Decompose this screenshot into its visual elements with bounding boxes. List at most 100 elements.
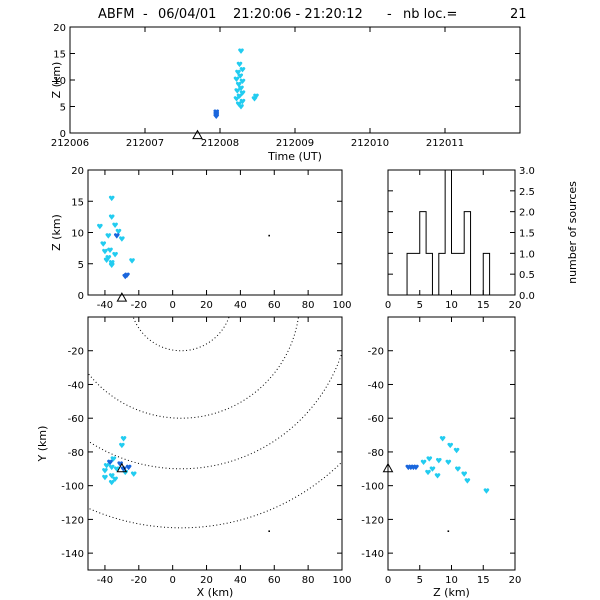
source-point: [233, 96, 240, 102]
z-vs-x-xtick-label: -40: [97, 300, 113, 311]
y-vs-z-ytick-label: -120: [361, 515, 384, 526]
y-vs-x-ytick-label: -60: [68, 414, 84, 425]
source-histogram-xtick-label: 10: [445, 300, 458, 311]
source-point: [436, 457, 442, 464]
z-vs-x-ytick-label: 5: [78, 260, 84, 271]
station-marker: [116, 462, 128, 473]
y-vs-z-xtick-label: 0: [385, 575, 391, 586]
source-point: [108, 479, 115, 486]
source-point: [115, 228, 122, 235]
y-vs-z-panel: 0 5 10 15 20 -140 -120 -100 -80 -60 -40 -20 Z (km): [361, 316, 522, 599]
source-point: [235, 101, 242, 107]
source-point: [461, 471, 467, 477]
z-vs-time-xtick-label: 212006: [51, 138, 89, 149]
y-vs-x-frame: [87, 316, 343, 571]
source-point: [130, 471, 137, 477]
z-vs-x-ylabel: Z (km): [50, 214, 63, 251]
y-vs-z-ytick-label: -80: [368, 448, 384, 459]
histogram-bar: [452, 253, 458, 295]
outlier-point: [268, 530, 270, 533]
outlier-point: [268, 234, 270, 237]
source-histogram-ytick-label: 3.0: [519, 166, 535, 177]
source-point: [102, 474, 108, 481]
z-vs-x-xtick-label: 100: [332, 300, 351, 311]
source-point: [445, 459, 452, 466]
y-vs-z-xlabel: Z (km): [433, 586, 470, 599]
title-station: ABFM: [98, 7, 135, 22]
range-contour: [88, 317, 299, 419]
source-point: [233, 76, 240, 82]
y-vs-x-xtick-label: 60: [268, 575, 281, 586]
z-vs-time-xtick-label: 212007: [126, 138, 164, 149]
source-point-early: [107, 459, 113, 466]
source-point: [105, 233, 112, 239]
y-vs-x-panel: -40 -20 0 20 40 60 80 100 -140 -120 -100 -80 -60 -40 -…: [36, 316, 352, 599]
y-vs-z-ytick-label: -140: [361, 549, 384, 560]
y-vs-x-xtick-label: 0: [169, 575, 175, 586]
y-vs-x-ytick-label: -100: [61, 482, 84, 493]
source-point: [103, 463, 110, 469]
source-point: [108, 260, 115, 266]
source-point: [112, 476, 118, 482]
z-vs-time-panel: 212006 212007 212008 212009 212010 212011 0 5 10…: [50, 23, 521, 163]
y-vs-x-ylabel: Y (km): [36, 426, 49, 463]
y-vs-z-ytick-label: -60: [368, 414, 384, 425]
z-vs-time-ytick-label: 0: [60, 129, 66, 140]
histogram-bar: [458, 253, 464, 295]
z-vs-time-xtick-label: 212010: [351, 138, 389, 149]
source-point: [120, 436, 127, 442]
z-vs-time-frame: [69, 26, 521, 134]
y-vs-z-xtick-label: 20: [509, 575, 522, 586]
source-histogram-ytick-label: 0.5: [519, 270, 535, 281]
source-point: [102, 468, 108, 474]
source-histogram-xtick-label: 15: [477, 300, 490, 311]
histogram-bar: [426, 253, 432, 295]
source-point: [239, 90, 246, 96]
source-point: [455, 466, 461, 472]
title-count-label: nb loc.=: [403, 7, 457, 22]
source-point: [464, 478, 471, 484]
source-point: [439, 436, 446, 442]
source-point: [235, 69, 241, 76]
y-vs-x-xtick-label: 40: [234, 575, 247, 586]
source-point-early: [120, 466, 127, 472]
histogram-bar: [445, 170, 451, 295]
z-vs-x-xtick-label: 80: [302, 300, 315, 311]
source-point: [110, 456, 117, 462]
y-vs-x-xlabel: X (km): [197, 586, 234, 599]
source-histogram-xtick-label: 5: [417, 300, 423, 311]
source-point: [420, 459, 427, 466]
source-point: [238, 85, 244, 91]
source-point-early: [213, 113, 220, 120]
z-vs-time-xlabel: Time (UT): [267, 150, 322, 163]
histogram-step-line: [388, 169, 515, 296]
histogram-bar: [439, 253, 445, 295]
source-point: [112, 251, 118, 258]
source-point: [238, 104, 244, 110]
source-point: [447, 442, 454, 449]
z-vs-time-ytick-label: 20: [53, 23, 66, 34]
source-point: [236, 93, 243, 99]
source-point: [434, 473, 441, 479]
station-marker: [382, 462, 394, 473]
y-vs-z-ytick-label: -40: [368, 380, 384, 391]
z-vs-time-ytick-label: 5: [60, 103, 66, 114]
outlier-point: [447, 530, 450, 533]
source-point-early: [213, 109, 220, 115]
source-histogram-ytick-label: 2.0: [519, 208, 535, 219]
source-point-early: [114, 233, 120, 239]
y-vs-x-xtick-label: 100: [332, 575, 351, 586]
y-vs-x-ytick-label: -20: [68, 347, 84, 358]
source-point: [239, 78, 246, 85]
figure-title: ABFM - 06/04/01 21:20:06 - 21:20:12 - nb…: [98, 7, 527, 22]
source-histogram-panel: 0 5 10 15 200.0 0.5 1.0 1.5 2.0 2.5 3.0 number of s…: [385, 166, 579, 311]
y-vs-x-xtick-label: -40: [97, 575, 113, 586]
z-vs-x-ytick-label: 15: [71, 197, 84, 208]
source-point: [100, 241, 107, 247]
source-point: [114, 466, 120, 472]
source-histogram-xtick-label: 0: [385, 300, 391, 311]
histogram-bar: [464, 212, 470, 295]
source-point: [108, 195, 115, 202]
y-vs-z-xtick-label: 15: [477, 575, 490, 586]
